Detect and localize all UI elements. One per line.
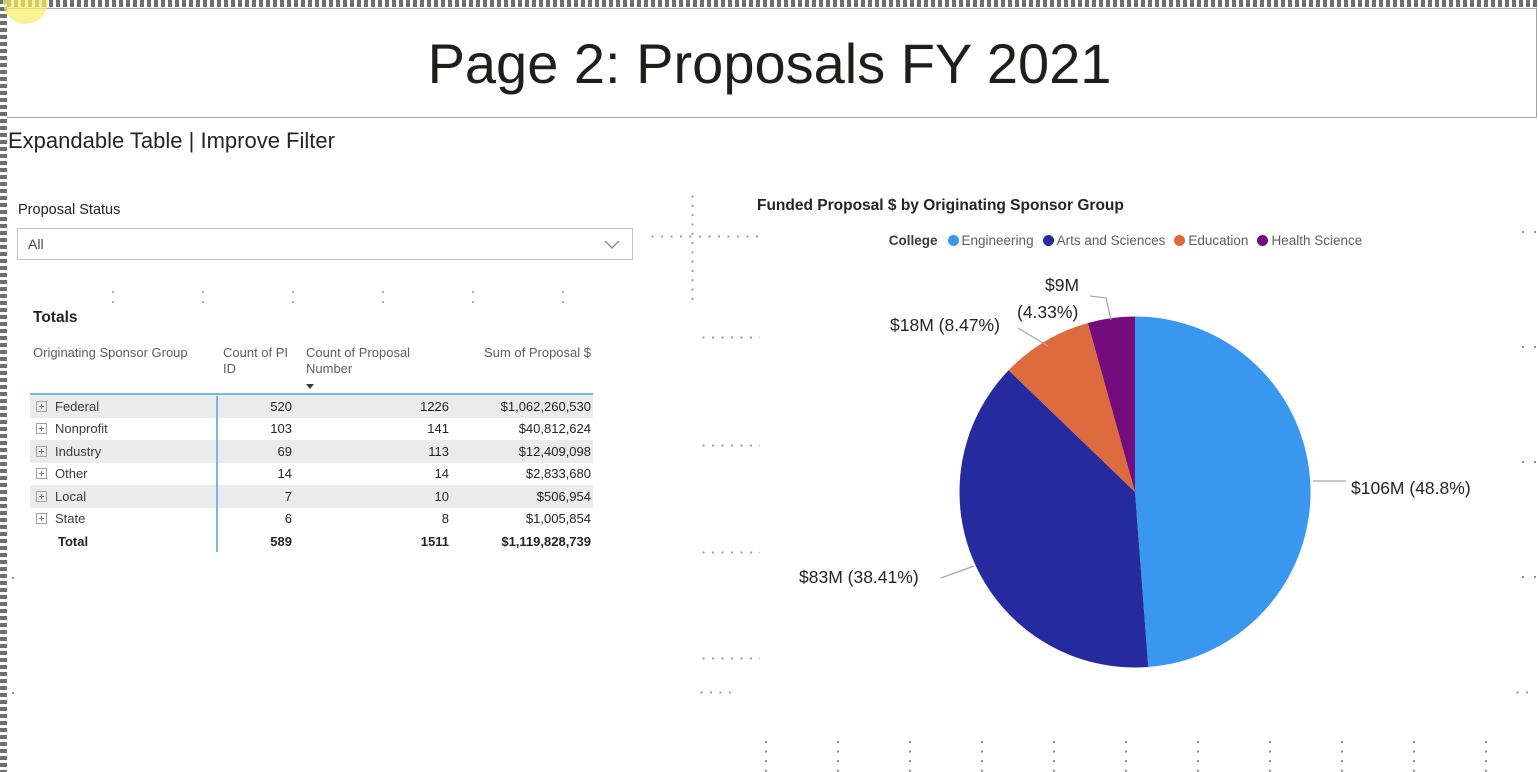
grid-dots (702, 657, 760, 660)
column-divider-accent (216, 396, 218, 552)
chevron-down-icon[interactable] (604, 240, 620, 249)
grid-dots (691, 195, 694, 301)
cell-proposal-count: 113 (428, 443, 449, 459)
cell-proposal-count: 10 (434, 488, 449, 504)
column-header-count-of-proposal-number[interactable]: Count of Proposal Number (293, 343, 450, 393)
expand-icon[interactable] (36, 445, 47, 457)
legend-item-education[interactable]: Education (1174, 233, 1248, 248)
cell-pi-count: 520 (270, 398, 292, 414)
cell-sum: $2,833,680 (525, 466, 591, 482)
table-row-industry[interactable]: Industry 69 113 $12,409,098 (30, 440, 593, 463)
grid-dot (12, 577, 14, 579)
legend-label: Education (1188, 233, 1249, 248)
row-label: Other (55, 466, 88, 482)
page-subtitle: Expandable Table | Improve Filter (8, 128, 335, 153)
grid-dots (702, 551, 760, 554)
grid-dots (702, 336, 760, 339)
legend-item-health-science[interactable]: Health Science (1257, 233, 1362, 248)
chart-legend: College Engineering Arts and Sciences Ed… (700, 233, 1538, 248)
page-title-container: Page 2: Proposals FY 2021 (2, 8, 1537, 118)
totals-table: Originating Sponsor Group Count of PI ID… (30, 343, 593, 553)
cell-sum: $1,062,260,530 (500, 398, 591, 414)
cell-proposal-count: 8 (441, 511, 449, 527)
data-label-arts-and-sciences: $83M (38.41%) (799, 567, 919, 587)
table-visual-title: Totals (33, 309, 78, 326)
table-header-row: Originating Sponsor Group Count of PI ID… (30, 343, 593, 395)
data-label-engineering: $106M (48.8%) (1351, 478, 1471, 498)
cell-pi-count: 14 (277, 466, 292, 482)
legend-label: Health Science (1271, 233, 1363, 248)
dropdown-selected-value: All (28, 236, 44, 252)
grid-dots (112, 291, 572, 304)
cell-pi-count: 103 (270, 421, 292, 437)
total-label: Total (58, 533, 89, 549)
page-title: Page 2: Proposals FY 2021 (427, 31, 1112, 95)
grid-dots (1522, 231, 1537, 581)
grid-dot (12, 692, 14, 694)
total-proposal-count: 1511 (420, 533, 449, 549)
canvas-dashed-border-left (0, 0, 7, 772)
pie-slice-engineering[interactable] (1135, 316, 1311, 668)
total-pi-count: 589 (270, 533, 292, 549)
cell-pi-count: 69 (277, 443, 292, 459)
expand-icon[interactable] (36, 513, 47, 525)
column-header-originating-sponsor-group[interactable]: Originating Sponsor Group (33, 345, 188, 360)
cell-proposal-count: 141 (427, 421, 449, 437)
data-label-health-science-value: $9M (1045, 275, 1080, 295)
legend-label: Engineering (961, 233, 1034, 248)
expand-icon[interactable] (36, 400, 47, 412)
cell-sum: $12,409,098 (518, 443, 591, 459)
cell-sum: $506,954 (536, 488, 591, 504)
data-label-health-science-pct: (4.33%) (1017, 302, 1079, 322)
legend-dot-health-science (1257, 235, 1269, 246)
table-row-federal[interactable]: Federal 520 1226 $1,062,260,530 (30, 395, 593, 418)
legend-title: College (888, 233, 938, 248)
pie-slice-education[interactable] (1008, 322, 1135, 492)
grid-dots (651, 235, 761, 238)
column-header-sum-of-proposal[interactable]: Sum of Proposal $ (484, 345, 591, 360)
grid-dots (700, 691, 738, 694)
column-header-label: Count of Proposal Number (306, 345, 411, 376)
legend-dot-engineering (947, 235, 959, 246)
grid-dots (1516, 691, 1531, 694)
expand-icon[interactable] (36, 423, 47, 435)
row-label: Federal (55, 398, 100, 414)
row-label: State (55, 511, 86, 527)
legend-dot-education (1174, 235, 1186, 246)
grid-dots (702, 444, 760, 447)
table-row-other[interactable]: Other 14 14 $2,833,680 (30, 463, 593, 486)
table-row-local[interactable]: Local 7 10 $506,954 (30, 485, 593, 508)
data-label-education: $18M (8.47%) (890, 315, 1000, 335)
sort-descending-icon[interactable] (306, 384, 314, 389)
row-label: Local (55, 488, 87, 504)
grid-dots (765, 741, 1500, 772)
table-row-nonprofit[interactable]: Nonprofit 103 141 $40,812,624 (30, 418, 593, 441)
legend-item-arts-and-sciences[interactable]: Arts and Sciences (1042, 233, 1166, 248)
expand-icon[interactable] (36, 490, 47, 502)
pie-slice-health-science[interactable] (1087, 316, 1135, 493)
table-row-state[interactable]: State 6 8 $1,005,854 (30, 508, 593, 531)
total-sum: $1,119,828,739 (501, 533, 591, 549)
cell-pi-count: 7 (284, 488, 292, 504)
cell-proposal-count: 1226 (420, 398, 449, 414)
legend-dot-arts-and-sciences (1042, 235, 1054, 246)
cell-sum: $40,812,624 (518, 421, 591, 437)
cell-sum: $1,005,854 (525, 511, 591, 527)
chart-title: Funded Proposal $ by Originating Sponsor… (757, 197, 1124, 214)
row-label: Nonprofit (55, 421, 108, 437)
pie-slice-arts-and-sciences[interactable] (959, 370, 1149, 668)
cell-proposal-count: 14 (434, 466, 449, 482)
row-label: Industry (55, 443, 102, 459)
legend-label: Arts and Sciences (1056, 233, 1166, 248)
proposal-status-dropdown[interactable]: All (17, 228, 633, 260)
pie-chart[interactable] (959, 316, 1311, 668)
slicer-label: Proposal Status (18, 202, 121, 218)
table-total-row: Total 589 1511 $1,119,828,739 (30, 530, 593, 553)
cell-pi-count: 6 (284, 511, 292, 527)
expand-icon[interactable] (36, 468, 47, 480)
canvas-dashed-border-top (0, 0, 1538, 7)
column-header-count-of-pi-id[interactable]: Count of PI ID (223, 345, 289, 376)
legend-item-engineering[interactable]: Engineering (947, 233, 1034, 248)
